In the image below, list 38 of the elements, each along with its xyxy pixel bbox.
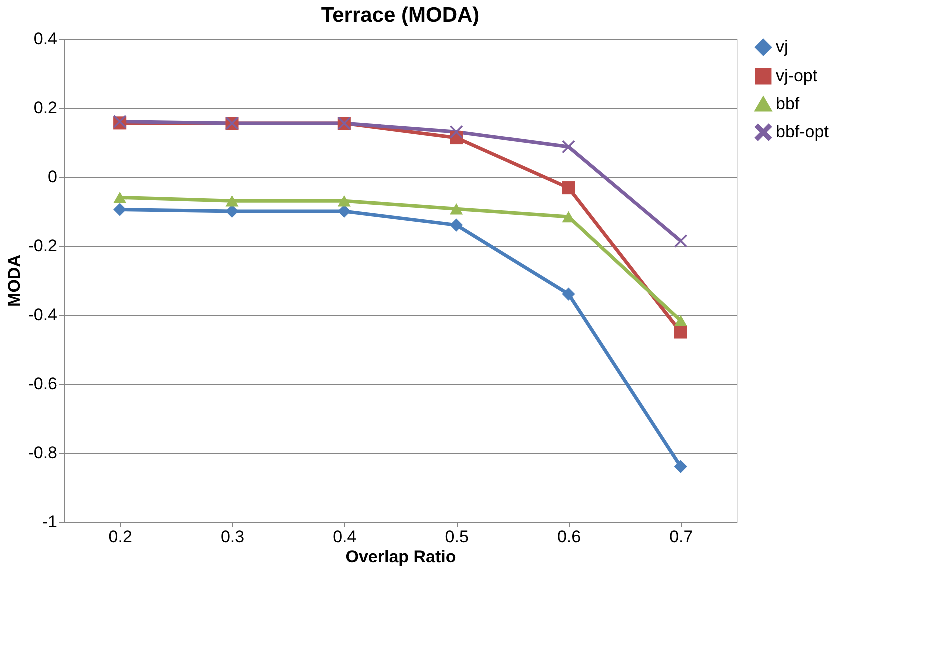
point: [450, 218, 464, 232]
chart-title: Terrace (MODA): [321, 4, 480, 27]
point: [674, 315, 688, 327]
point: [226, 204, 239, 218]
point: [674, 460, 688, 474]
y-tick-label: -0.2: [28, 236, 58, 256]
x-tick-label: 0.5: [445, 528, 469, 546]
x-tick-label: 0.4: [333, 528, 357, 546]
point: [562, 140, 576, 154]
x-tick-label: 0.3: [220, 528, 245, 546]
x-axis-title: Overlap Ratio: [346, 548, 456, 566]
point: [338, 204, 351, 218]
y-tick-label: -0.6: [28, 374, 58, 394]
point: [562, 288, 576, 301]
y-tick-label: -1: [42, 512, 58, 532]
y-tick-label: -0.4: [28, 306, 58, 324]
point: [562, 211, 576, 223]
point: [114, 192, 127, 204]
point: [450, 126, 464, 139]
point: [338, 196, 351, 207]
x-tick-label: 0.2: [108, 528, 132, 546]
point: [114, 203, 127, 216]
y-tick-label: -0.8: [28, 444, 58, 462]
y-tick-label: 0.4: [34, 30, 58, 48]
legend-label: vj: [776, 38, 788, 56]
y-tick-label: 0.2: [34, 98, 58, 118]
point: [674, 326, 688, 339]
legend-label: bbf: [776, 94, 800, 114]
point: [562, 182, 576, 195]
point: [226, 196, 239, 207]
y-tick-label: 0: [48, 168, 58, 186]
y-axis-title: MODA: [5, 255, 24, 307]
legend-label: vj-opt: [776, 66, 818, 86]
point: [674, 234, 688, 248]
legend-label: bbf-opt: [776, 122, 830, 142]
point: [450, 203, 464, 215]
x-tick-label: 0.7: [670, 528, 694, 546]
x-tick-label: 0.6: [557, 528, 582, 546]
